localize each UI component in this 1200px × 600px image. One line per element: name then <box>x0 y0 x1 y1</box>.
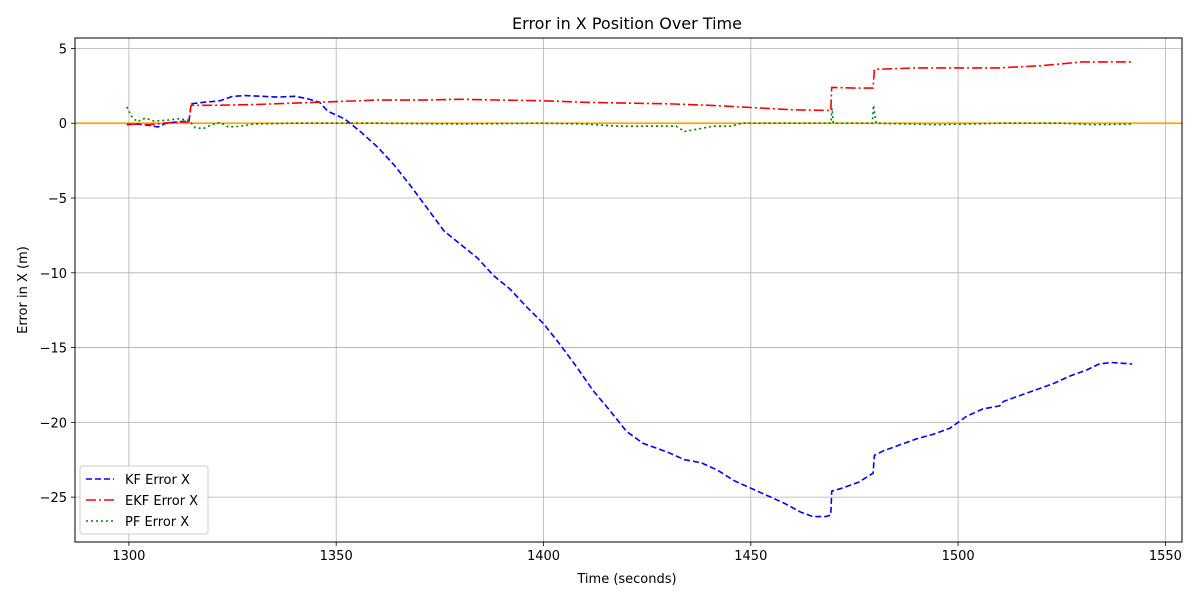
pf-error-x-line <box>126 104 1133 133</box>
legend: KF Error X EKF Error X PF Error X <box>79 465 209 535</box>
ekf-error-x-line <box>126 61 1133 126</box>
y-tick-label: 0 <box>59 117 67 132</box>
x-tick-label: 1450 <box>734 549 767 564</box>
y-axis-label: Error in X (m) <box>16 246 31 334</box>
y-tick-label: −20 <box>40 416 67 431</box>
x-tick-label: 1400 <box>527 549 560 564</box>
y-tick-label: −5 <box>48 192 67 207</box>
axis-ticks: 1300 1350 1400 1450 1500 1550 5 0 −5 −10 −15 −20 −25 <box>40 42 1182 564</box>
kf-error-x-line <box>126 94 1133 518</box>
y-tick-label: −10 <box>40 267 67 282</box>
x-tick-label: 1500 <box>942 549 975 564</box>
legend-label-kf: KF Error X <box>125 473 190 488</box>
y-tick-label: 5 <box>59 42 67 57</box>
x-axis-label: Time (seconds) <box>576 572 676 587</box>
x-tick-label: 1300 <box>112 549 145 564</box>
legend-label-ekf: EKF Error X <box>125 494 198 509</box>
legend-entry-kf: KF Error X <box>86 473 190 488</box>
legend-entry-ekf: EKF Error X <box>86 494 198 509</box>
x-tick-label: 1350 <box>320 549 353 564</box>
legend-entry-pf: PF Error X <box>86 515 189 530</box>
y-tick-label: −25 <box>40 491 67 506</box>
legend-box <box>79 465 209 535</box>
y-tick-label: −15 <box>40 342 67 357</box>
series-lines <box>126 61 1133 518</box>
plot-frame <box>74 37 1183 543</box>
legend-label-pf: PF Error X <box>125 515 189 530</box>
x-tick-label: 1550 <box>1149 549 1182 564</box>
chart-title: Error in X Position Over Time <box>512 14 742 33</box>
